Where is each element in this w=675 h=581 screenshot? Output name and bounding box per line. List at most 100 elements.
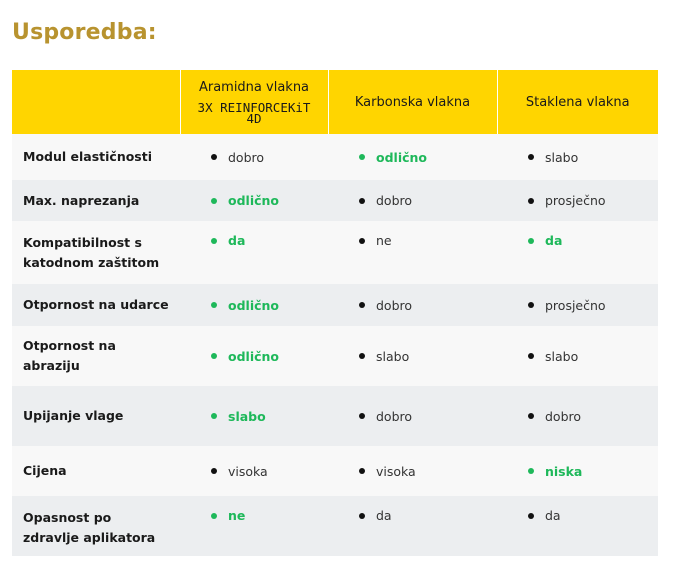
header-empty (12, 70, 180, 134)
table-cell: visoka (180, 446, 328, 496)
table-cell: odlično (180, 284, 328, 326)
cell-value: prosječno (545, 193, 606, 208)
bullet-dot-icon (211, 302, 217, 308)
bullet-dot-icon (211, 237, 217, 244)
cell-value: da (228, 233, 246, 248)
cell-value: prosječno (545, 297, 606, 313)
cell-value: da (545, 508, 561, 523)
bullet-dot-icon (528, 512, 534, 519)
table-row: Otpornost na udarce odlično dobro prosječno (12, 284, 658, 326)
cell-value: niska (545, 463, 583, 479)
bullet-dot-icon (359, 197, 365, 204)
bullet-dot-icon (211, 197, 217, 204)
cell-value: da (376, 508, 392, 523)
header-carbon: Karbonska vlakna (327, 70, 497, 134)
bullet-dot-icon (528, 413, 534, 419)
table-cell: da (497, 221, 658, 284)
table-cell: da (497, 496, 658, 556)
table-cell: odlično (180, 326, 328, 386)
table-cell: prosječno (497, 284, 658, 326)
header-aramid-brand-line1: 3X REINFORCEKiT (197, 100, 311, 115)
table-cell: slabo (180, 386, 328, 446)
cell-value: slabo (376, 348, 410, 364)
table-cell: ne (328, 221, 497, 284)
cell-value: slabo (545, 149, 579, 165)
bullet-dot-icon (528, 237, 534, 244)
cell-value: odlično (376, 149, 428, 165)
table-cell: da (328, 496, 497, 556)
bullet-dot-icon (211, 154, 217, 160)
header-carbon-title: Karbonska vlakna (354, 94, 471, 110)
bullet-dot-icon (528, 468, 534, 474)
bullet-dot-icon (359, 468, 365, 474)
cell-value: slabo (228, 408, 266, 424)
comparison-table: Aramidna vlakna 3X REINFORCEKiT 4D Karbo… (12, 70, 658, 556)
bullet-dot-icon (211, 468, 217, 474)
row-label: Otpornost na udarce (12, 284, 180, 326)
cell-value: dobro (376, 297, 413, 313)
row-label: Modul elastičnosti (12, 134, 180, 180)
header-aramid-title: Aramidna vlakna (198, 80, 310, 95)
table-cell: odlično (328, 134, 497, 180)
cell-value: dobro (228, 149, 265, 165)
bullet-dot-icon (359, 353, 365, 359)
table-cell: prosječno (497, 180, 658, 221)
cell-value: odlično (228, 193, 280, 208)
bullet-dot-icon (528, 302, 534, 308)
table-cell: dobro (328, 386, 497, 446)
cell-value: visoka (376, 463, 416, 479)
bullet-dot-icon (359, 302, 365, 308)
table-row: Upijanje vlage slabo dobro dobro (12, 386, 658, 446)
table-header-row: Aramidna vlakna 3X REINFORCEKiT 4D Karbo… (12, 70, 658, 134)
table-cell: slabo (328, 326, 497, 386)
page-title: Usporedba: (12, 20, 157, 45)
cell-value: visoka (228, 463, 268, 479)
cell-value: slabo (545, 348, 579, 364)
table-cell: dobro (180, 134, 328, 180)
bullet-dot-icon (211, 413, 217, 419)
header-glass-title: Staklena vlakna (525, 94, 630, 110)
cell-value: odlično (228, 297, 280, 313)
table-cell: slabo (497, 134, 658, 180)
table-cell: dobro (328, 180, 497, 221)
bullet-dot-icon (359, 413, 365, 419)
table-row: Max. naprezanja odlično dobro prosječno (12, 180, 658, 221)
bullet-dot-icon (528, 197, 534, 204)
table-body: Modul elastičnosti dobro odlično slabo Max. … (12, 134, 658, 556)
table-cell: odlično (180, 180, 328, 221)
table-cell: slabo (497, 326, 658, 386)
row-label: Upijanje vlage (12, 386, 180, 446)
table-row: Opasnost po zdravlje aplikatora ne da da (12, 496, 658, 556)
table-row: Otpornost na abraziju odlično slabo slabo (12, 326, 658, 386)
table-cell: da (180, 221, 328, 284)
row-label: Opasnost po zdravlje aplikatora (12, 496, 180, 556)
cell-value: dobro (376, 408, 413, 424)
cell-value: odlično (228, 348, 280, 364)
table-cell: niska (497, 446, 658, 496)
header-aramid-brand-line2: 4D (246, 111, 262, 126)
bullet-dot-icon (211, 353, 217, 359)
bullet-dot-icon (528, 154, 534, 160)
cell-value: dobro (376, 193, 413, 208)
cell-value: ne (228, 508, 246, 523)
bullet-dot-icon (359, 237, 365, 244)
row-label: Max. naprezanja (12, 180, 180, 221)
table-cell: dobro (497, 386, 658, 446)
table-cell: visoka (328, 446, 497, 496)
row-label: Cijena (12, 446, 180, 496)
cell-value: da (545, 233, 563, 248)
table-row: Cijena visoka visoka niska (12, 446, 658, 496)
header-aramid: Aramidna vlakna 3X REINFORCEKiT 4D (179, 70, 328, 134)
row-label: Otpornost na abraziju (12, 326, 180, 386)
row-label: Kompatibilnost s katodnom zaštitom (12, 221, 180, 284)
table-cell: ne (180, 496, 328, 556)
header-glass: Staklena vlakna (496, 70, 658, 134)
bullet-dot-icon (359, 512, 365, 519)
bullet-dot-icon (359, 154, 365, 160)
cell-value: ne (376, 233, 392, 248)
bullet-dot-icon (211, 512, 217, 519)
table-row: Kompatibilnost s katodnom zaštitom da ne da (12, 221, 658, 284)
table-row: Modul elastičnosti dobro odlično slabo (12, 134, 658, 180)
bullet-dot-icon (528, 353, 534, 359)
cell-value: dobro (545, 408, 582, 424)
